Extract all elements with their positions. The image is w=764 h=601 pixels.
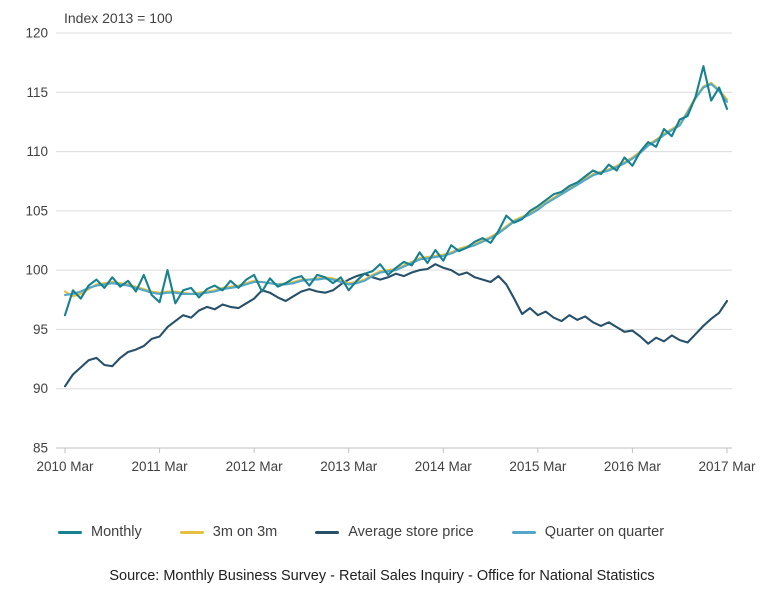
- quarter-on-quarter-line-swatch-icon: [511, 530, 536, 534]
- x-axis-tick-label: 2011 Mar: [132, 459, 189, 474]
- series-line-quarter-on-quarter: [63, 82, 729, 297]
- legend-label-quarter-on-quarter: Quarter on quarter: [544, 524, 665, 540]
- legend-label-3m-on-3m: 3m on 3m: [212, 524, 278, 540]
- source-attribution: Source: Monthly Business Survey - Retail…: [109, 568, 655, 584]
- legend-item-average-store-price: Average store price: [315, 524, 474, 540]
- series-line-3m-on-3m: [63, 81, 729, 298]
- index-base-label: Index 2013 = 100: [64, 10, 173, 26]
- y-axis-tick-label: 95: [33, 322, 48, 337]
- y-axis-tick-label: 110: [26, 144, 48, 159]
- series-line-monthly: [63, 65, 729, 317]
- legend-item-monthly: Monthly: [58, 524, 142, 540]
- y-axis-tick-label: 85: [33, 441, 48, 456]
- x-axis-tick-label: 2014 Mar: [415, 459, 473, 474]
- average-store-price-line-swatch-icon: [315, 530, 340, 534]
- legend-item-3m-on-3m: 3m on 3m: [179, 524, 278, 540]
- y-axis-tick-label: 120: [25, 27, 48, 41]
- y-axis-tick-label: 105: [25, 203, 48, 218]
- x-axis-tick-label: 2013 Mar: [320, 459, 378, 474]
- legend-item-quarter-on-quarter: Quarter on quarter: [511, 524, 665, 540]
- 3m-on-3m-line-swatch-icon: [179, 530, 204, 534]
- x-axis-tick-label: 2012 Mar: [226, 459, 284, 474]
- monthly-line-swatch-icon: [58, 530, 82, 534]
- x-axis-tick-label: 2016 Mar: [604, 459, 662, 474]
- line-chart-plot-area: 85 90 95 100 105 110 115 120 2010 Mar 2011 Mar 201…: [25, 27, 756, 474]
- x-axis-tick-label: 2017 Mar: [698, 459, 756, 474]
- legend-label-monthly: Monthly: [91, 524, 142, 540]
- x-axis-tick-label: 2010 Mar: [36, 459, 94, 474]
- y-axis-tick-label: 90: [33, 381, 48, 396]
- chart-legend: Monthly 3m on 3m Average store price Qua…: [58, 524, 664, 540]
- series-line-average-store-price: [63, 263, 729, 388]
- y-axis-tick-label: 115: [26, 85, 48, 100]
- x-axis-tick-label: 2015 Mar: [509, 459, 567, 474]
- legend-label-average-store-price: Average store price: [348, 524, 474, 540]
- y-axis-tick-label: 100: [25, 263, 48, 278]
